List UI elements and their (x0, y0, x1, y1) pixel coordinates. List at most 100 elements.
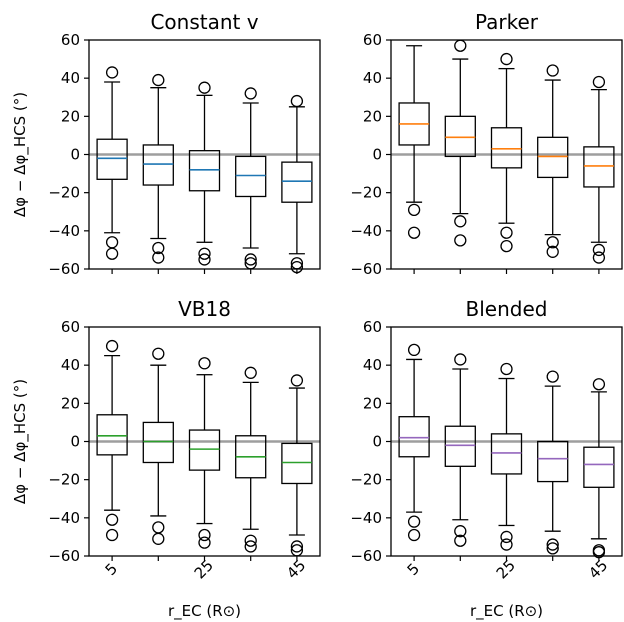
x-tick-label: 45 (283, 556, 309, 582)
iqr-box (583, 146, 615, 188)
y-tick-label: −60 (48, 260, 80, 278)
outlier-point (500, 226, 513, 239)
outlier-point (105, 247, 119, 260)
iqr-box (281, 442, 313, 485)
box-1 (96, 66, 128, 260)
box-1 (96, 339, 128, 542)
outlier-point (105, 528, 119, 542)
y-tick-label: −40 (48, 509, 80, 527)
panel-title: Constant v (150, 10, 258, 34)
box-3 (188, 81, 221, 266)
outlier-point (592, 251, 606, 264)
panel-parker: Parker 60 40 20 0 −20 −40 −60 (350, 10, 623, 278)
x-tick-label: 25 (191, 556, 217, 582)
y-tick-label: 0 (70, 433, 80, 451)
outlier-point (198, 81, 211, 94)
axes-frame (390, 39, 623, 270)
panel-constant-v: Constant v Δφ − Δφ_HCS (°) 60 40 20 0 −20 −40… (11, 10, 321, 278)
outlier-point (454, 39, 467, 52)
box-1 (398, 45, 430, 239)
iqr-box (537, 440, 569, 483)
outlier-point (454, 234, 467, 247)
outlier-point (198, 357, 211, 370)
y-tick-label: 0 (372, 146, 382, 164)
outlier-point (592, 243, 606, 257)
y-tick-label: 60 (61, 31, 80, 49)
iqr-box (235, 155, 267, 198)
x-axis-label: r_EC (R⊙) (470, 602, 543, 621)
box-4 (235, 366, 267, 553)
box-1 (398, 343, 430, 542)
outlier-point (546, 538, 559, 551)
y-tick-label: 40 (363, 69, 382, 87)
box-3 (490, 52, 523, 253)
y-tick-label: −60 (48, 547, 80, 565)
outlier-point (152, 251, 165, 264)
outlier-point (244, 366, 257, 379)
x-tick-label: 45 (585, 556, 611, 582)
iqr-box (142, 421, 174, 464)
x-axis-label: r_EC (R⊙) (168, 602, 241, 621)
outlier-point (290, 540, 304, 553)
iqr-box (398, 416, 430, 458)
iqr-box (444, 425, 476, 467)
y-tick-label: 40 (61, 69, 80, 87)
outlier-point (105, 236, 119, 249)
outlier-point (500, 239, 513, 253)
y-tick-label: 20 (61, 394, 80, 412)
iqr-box (583, 446, 615, 488)
outlier-point (407, 203, 421, 216)
panel-title: Blended (466, 297, 548, 321)
outlier-point (546, 236, 559, 249)
outlier-point (244, 534, 257, 547)
y-tick-label: −20 (48, 471, 80, 489)
y-tick-label: 60 (61, 318, 80, 336)
panel-title: Parker (475, 10, 539, 34)
y-tick-label: −60 (350, 547, 382, 565)
iqr-box (188, 429, 221, 471)
y-tick-label: 40 (61, 356, 80, 374)
outlier-point (546, 370, 559, 383)
y-tick-label: −20 (350, 184, 382, 202)
x-tick-label: 25 (493, 556, 519, 582)
y-tick-label: −40 (48, 222, 80, 240)
outlier-point (105, 339, 119, 353)
box-2 (142, 73, 174, 264)
outlier-point (198, 536, 211, 549)
outlier-point (198, 528, 211, 542)
outlier-point (152, 241, 165, 255)
iqr-box (96, 414, 128, 456)
y-tick-label: 20 (61, 107, 80, 125)
outlier-point (500, 362, 513, 376)
outlier-point (454, 353, 467, 366)
outlier-point (500, 530, 513, 544)
y-tick-label: 60 (363, 31, 382, 49)
outlier-point (407, 515, 421, 528)
outlier-point (244, 87, 257, 100)
outlier-point (592, 75, 606, 89)
iqr-box (537, 136, 569, 179)
outlier-point (244, 540, 257, 553)
y-axis-label: Δφ − Δφ_HCS (°) (11, 92, 30, 217)
iqr-box (96, 138, 128, 180)
box-4 (235, 87, 267, 270)
y-tick-label: 0 (372, 433, 382, 451)
outlier-point (198, 253, 211, 266)
box-5 (583, 378, 615, 559)
y-tick-label: −40 (350, 222, 382, 240)
y-tick-label: −20 (48, 184, 80, 202)
outlier-point (546, 245, 559, 258)
outlier-point (592, 378, 606, 391)
panel-blended: Blended r_EC (R⊙) 60 40 20 0 −20 −40 −60 5 25 45 (350, 297, 623, 621)
axes-frame (88, 326, 321, 557)
y-tick-label: 40 (363, 356, 382, 374)
y-tick-label: −40 (350, 509, 382, 527)
y-axis-label: Δφ − Δφ_HCS (°) (11, 379, 30, 504)
outlier-point (290, 374, 304, 387)
axes-frame (390, 326, 623, 557)
y-tick-label: −20 (350, 471, 382, 489)
outlier-point (290, 94, 304, 108)
iqr-box (444, 115, 476, 158)
outlier-point (152, 347, 165, 360)
